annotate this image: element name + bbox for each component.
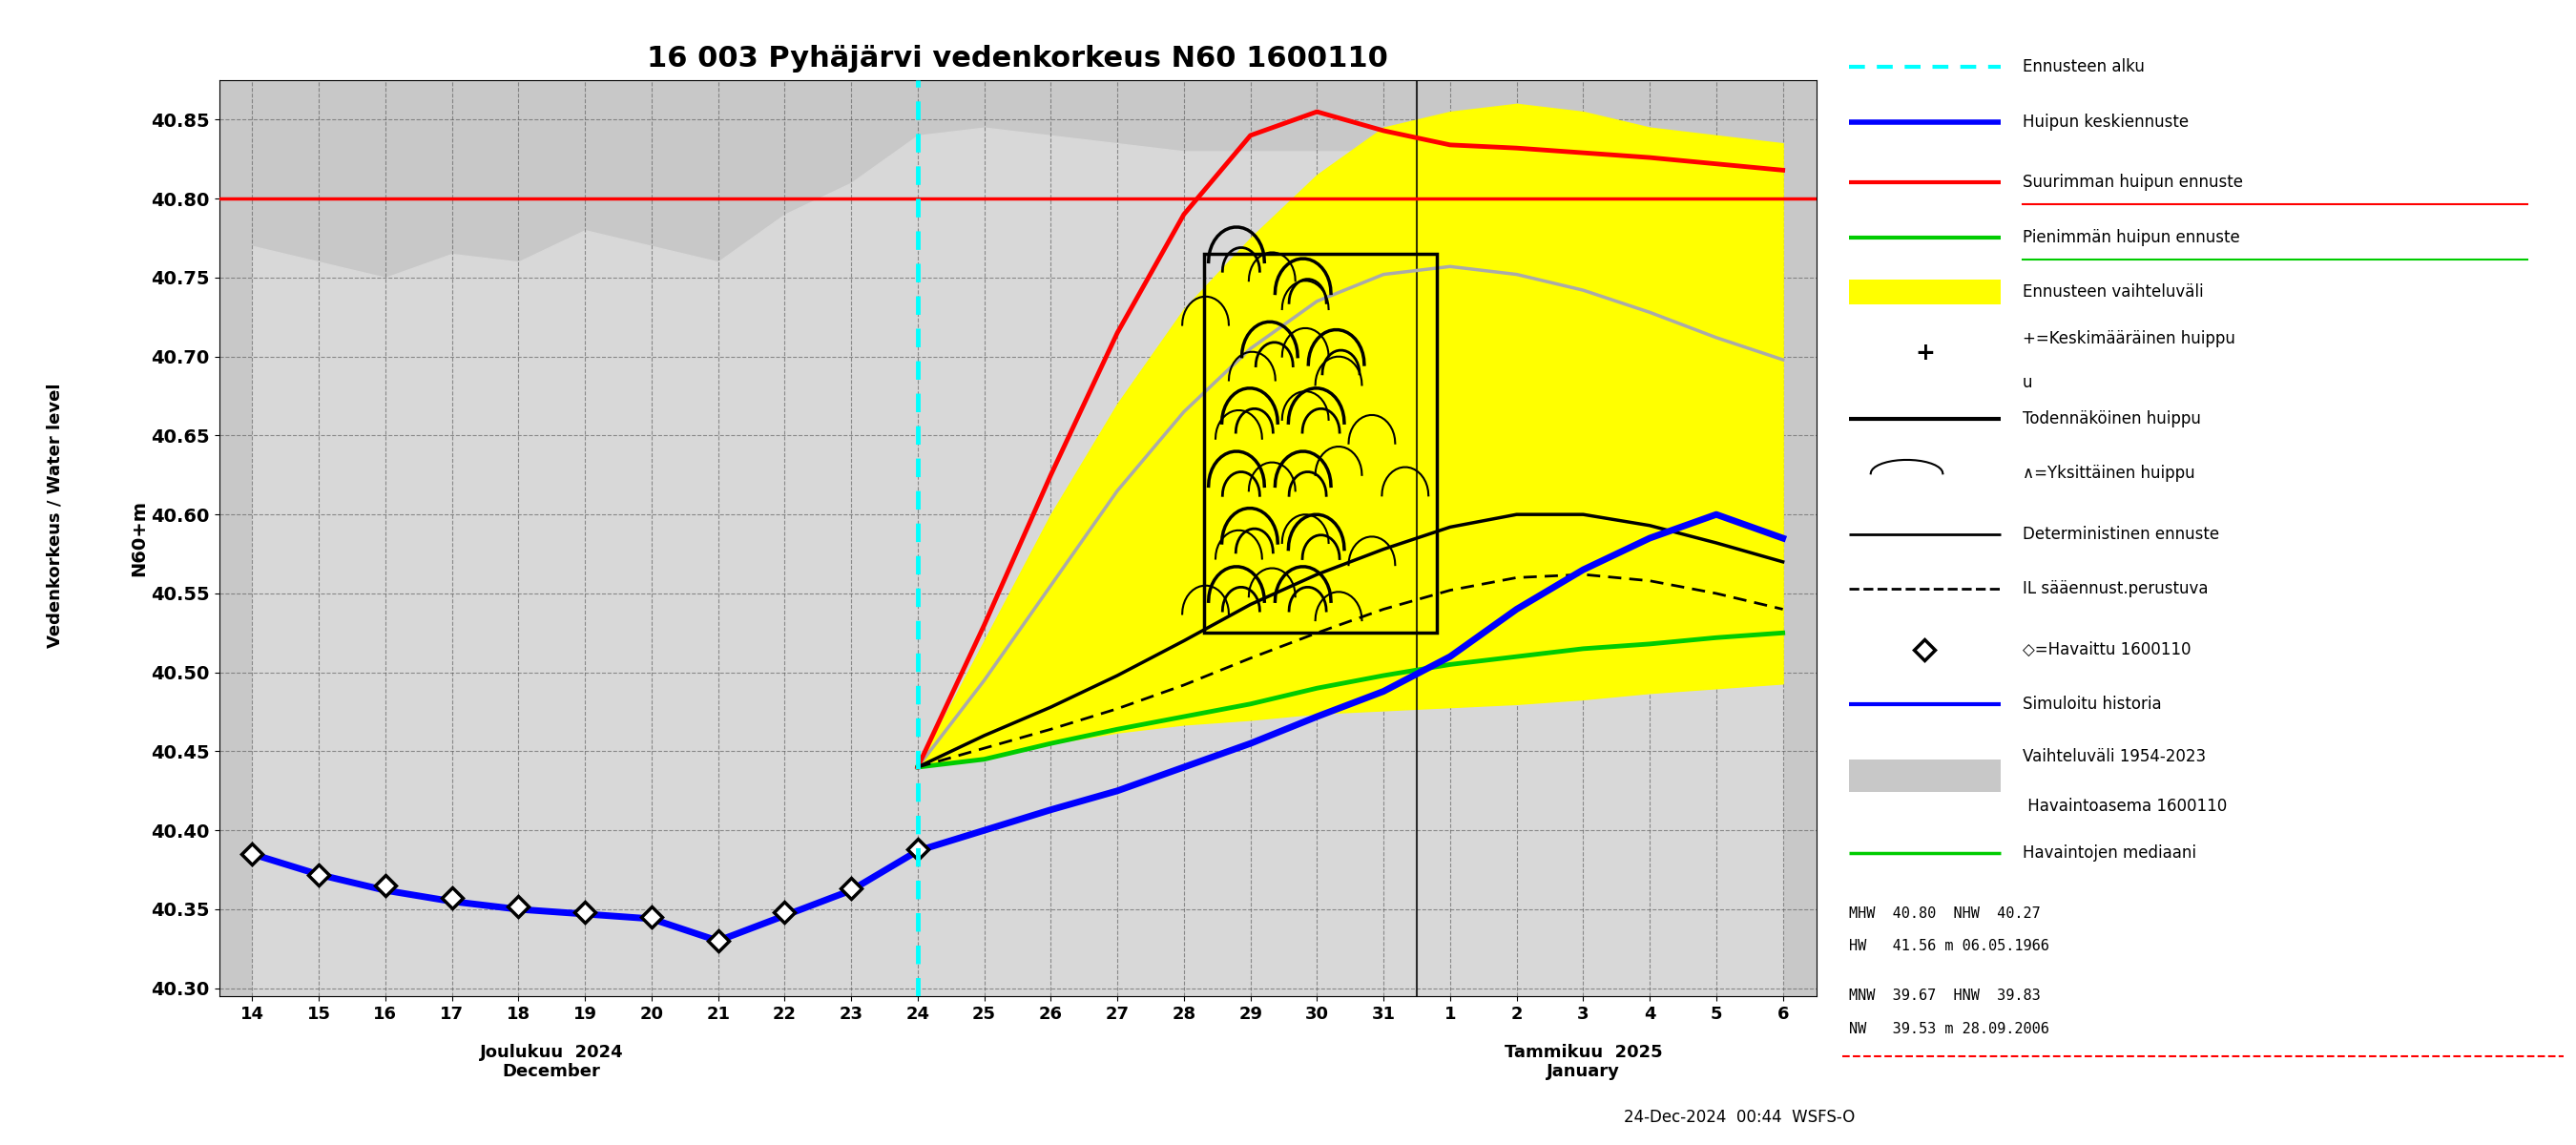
Text: Havaintojen mediaani: Havaintojen mediaani <box>2022 844 2195 861</box>
Text: Tammikuu  2025
January: Tammikuu 2025 January <box>1504 1043 1662 1081</box>
Text: Todennäköinen huippu: Todennäköinen huippu <box>2022 410 2200 427</box>
Text: Havaintoasema 1600110: Havaintoasema 1600110 <box>2022 797 2226 815</box>
Bar <box>1850 279 2002 305</box>
Text: +: + <box>1914 341 1935 364</box>
Text: IL sääennust.perustuva: IL sääennust.perustuva <box>2022 581 2208 598</box>
Title: 16 003 Pyhäjärvi vedenkorkeus N60 1600110: 16 003 Pyhäjärvi vedenkorkeus N60 160011… <box>647 45 1388 72</box>
Text: u: u <box>2022 374 2032 392</box>
Text: Huipun keskiennuste: Huipun keskiennuste <box>2022 113 2187 131</box>
Text: Vaihteluväli 1954-2023: Vaihteluväli 1954-2023 <box>2022 748 2205 765</box>
Text: Deterministinen ennuste: Deterministinen ennuste <box>2022 526 2218 543</box>
Text: MHW  40.80  NHW  40.27: MHW 40.80 NHW 40.27 <box>1850 906 2040 921</box>
Text: HW   41.56 m 06.05.1966: HW 41.56 m 06.05.1966 <box>1850 939 2050 954</box>
Bar <box>1850 759 2002 792</box>
Text: Suurimman huipun ennuste: Suurimman huipun ennuste <box>2022 174 2244 191</box>
Text: ◇=Havaittu 1600110: ◇=Havaittu 1600110 <box>2022 641 2190 658</box>
Bar <box>1203 254 1437 633</box>
Text: Joulukuu  2024
December: Joulukuu 2024 December <box>479 1043 623 1081</box>
Text: Simuloitu historia: Simuloitu historia <box>2022 696 2161 713</box>
Text: Ennusteen alku: Ennusteen alku <box>2022 58 2143 76</box>
Text: Ennusteen vaihteluväli: Ennusteen vaihteluväli <box>2022 284 2202 301</box>
Y-axis label: N60+m: N60+m <box>131 500 149 576</box>
Text: ∧=Yksittäinen huippu: ∧=Yksittäinen huippu <box>2022 465 2195 482</box>
Text: Vedenkorkeus / Water level: Vedenkorkeus / Water level <box>46 382 64 648</box>
Text: Pienimmän huipun ennuste: Pienimmän huipun ennuste <box>2022 229 2239 246</box>
Text: 24-Dec-2024  00:44  WSFS-O: 24-Dec-2024 00:44 WSFS-O <box>1623 1108 1855 1126</box>
Text: +=Keskimääräinen huippu: +=Keskimääräinen huippu <box>2022 330 2236 347</box>
Text: MNW  39.67  HNW  39.83: MNW 39.67 HNW 39.83 <box>1850 988 2040 1003</box>
Text: NW   39.53 m 28.09.2006: NW 39.53 m 28.09.2006 <box>1850 1021 2050 1036</box>
